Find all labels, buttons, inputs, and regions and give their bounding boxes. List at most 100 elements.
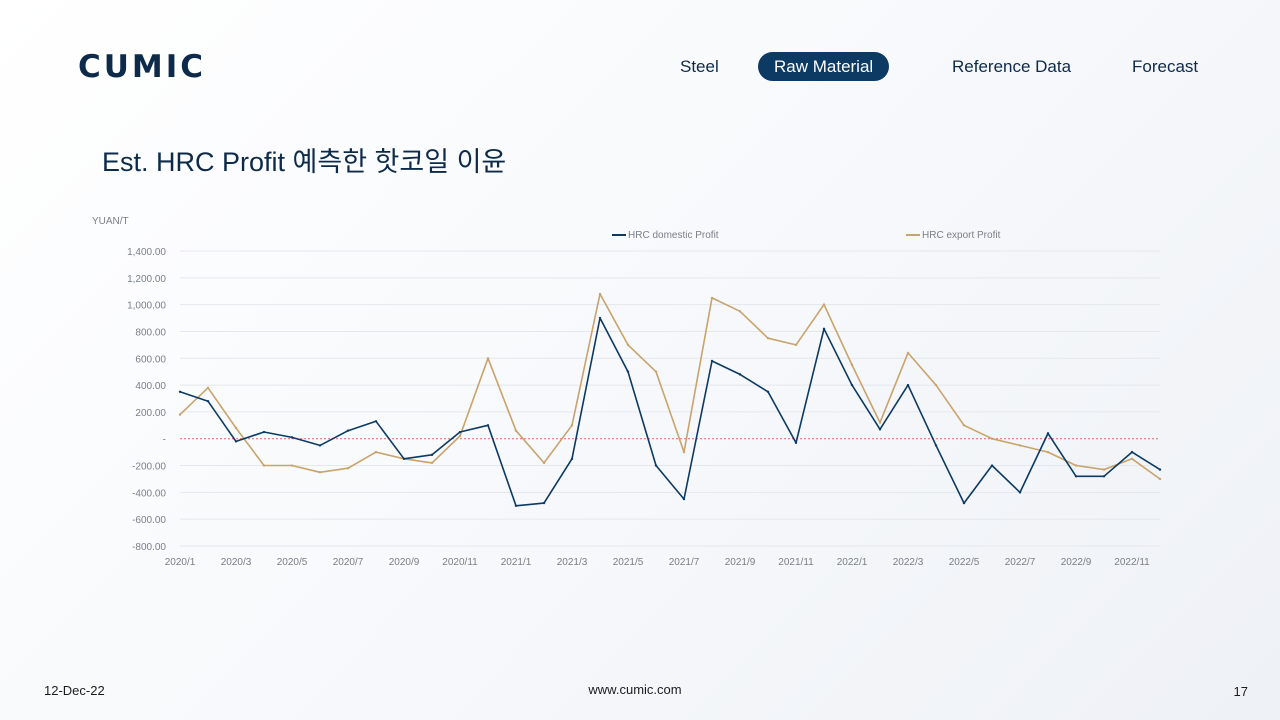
data-point [486,424,490,427]
nav-steel[interactable]: Steel [680,57,719,76]
data-point [514,504,518,507]
x-tick-label: 2022/3 [893,557,924,568]
data-point [654,464,658,467]
nav-raw-material[interactable]: Raw Material [758,52,890,81]
data-point [458,434,462,438]
y-tick-label: 1,000.00 [127,301,166,312]
data-point [962,501,966,505]
data-point [262,464,266,467]
x-tick-label: 2021/3 [557,557,588,568]
data-point [1130,450,1134,454]
y-tick-label: 400.00 [135,381,166,392]
x-tick-label: 2021/5 [613,557,644,568]
data-point [990,437,994,440]
data-point [290,436,294,439]
data-point [1046,432,1050,435]
data-point [906,383,910,387]
data-point [542,501,546,505]
x-tick-label: 2020/5 [277,557,308,568]
data-point [1102,468,1106,471]
y-tick-label: 200.00 [135,408,166,419]
data-point [374,420,378,423]
logo-text: CUMIC [78,49,207,85]
data-point [878,428,882,431]
x-tick-label: 2021/1 [501,557,532,568]
data-point [1074,475,1078,478]
data-point [346,429,350,432]
data-point [234,440,238,443]
y-tick-label: -400.00 [132,488,166,499]
data-point [598,292,602,296]
x-tick-label: 2022/5 [949,557,980,568]
data-point [1130,457,1134,461]
data-point [934,383,938,387]
chart-svg: YUAN/T 1,400.00 1,200.00 1,000.00 800.00 600.… [92,216,1162,568]
data-point [710,296,714,300]
y-tick-label: 600.00 [135,354,166,365]
data-point [682,450,686,454]
x-tick-label: 2022/9 [1061,557,1092,568]
page-number: 17 [1233,684,1248,699]
data-point [458,430,462,434]
data-point [906,351,910,355]
legend-export-label: HRC export Profit [922,230,1001,241]
data-point [1046,450,1050,454]
data-point [878,421,882,424]
data-point [1018,491,1022,494]
y-tick-label: 1,200.00 [127,274,166,285]
data-point [738,310,742,313]
data-point [682,497,686,501]
data-point [402,457,406,461]
data-point [570,424,574,427]
series-line-domestic [179,317,1161,507]
data-point [1158,468,1162,471]
data-point [626,370,630,373]
y-tick-label: 1,400.00 [127,247,166,258]
series-line-export [179,293,1161,480]
data-point [178,413,182,416]
data-point [318,444,322,447]
main-nav: Steel Raw Material Reference Data Foreca… [0,52,1280,86]
legend-domestic-label: HRC domestic Profit [628,230,719,241]
x-tick-label: 2022/7 [1005,557,1036,568]
data-point [766,390,770,393]
data-point [990,464,994,467]
data-point [738,373,742,376]
data-point [962,424,966,427]
x-tick-label: 2021/11 [778,557,814,568]
y-tick-label: - [163,435,166,446]
data-point [430,461,434,465]
data-point [290,464,294,467]
data-point [346,467,350,470]
data-point [766,336,770,340]
data-point [598,316,602,320]
data-point [1158,477,1162,481]
nav-forecast[interactable]: Forecast [1132,57,1199,76]
footer-date: 12-Dec-22 [44,683,105,698]
nav-reference-data[interactable]: Reference Data [952,57,1072,76]
x-tick-label: 2020/9 [389,557,420,568]
data-point [626,343,630,347]
data-point [710,359,714,363]
data-point [542,461,546,465]
x-tick-label: 2020/3 [221,557,252,568]
data-point [1102,475,1106,478]
data-point [178,390,182,393]
data-point [1018,444,1022,447]
data-point [262,430,266,434]
data-point [514,429,518,432]
data-point [374,450,378,454]
data-point [1074,464,1078,467]
data-point [654,370,658,373]
y-tick-label: 800.00 [135,327,166,338]
data-point [430,453,434,457]
x-tick-label: 2020/11 [442,557,478,568]
x-tick-label: 2020/1 [165,557,196,568]
data-point [794,441,798,444]
x-tick-label: 2020/7 [333,557,364,568]
data-point [794,343,798,347]
footer-url[interactable]: www.cumic.com [588,682,682,697]
data-point [234,426,238,430]
data-point [206,399,210,403]
x-tick-label: 2021/7 [669,557,700,568]
